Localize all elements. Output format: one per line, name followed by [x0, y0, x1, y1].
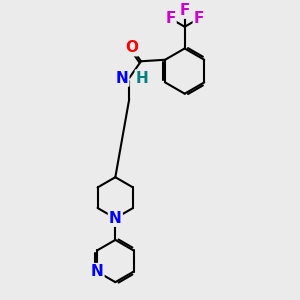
Text: H: H [136, 70, 148, 86]
Text: F: F [179, 3, 190, 18]
Text: N: N [116, 70, 128, 86]
Text: N: N [91, 264, 103, 279]
Text: F: F [194, 11, 204, 26]
Text: O: O [125, 40, 138, 55]
Text: N: N [109, 211, 122, 226]
Text: F: F [165, 11, 175, 26]
